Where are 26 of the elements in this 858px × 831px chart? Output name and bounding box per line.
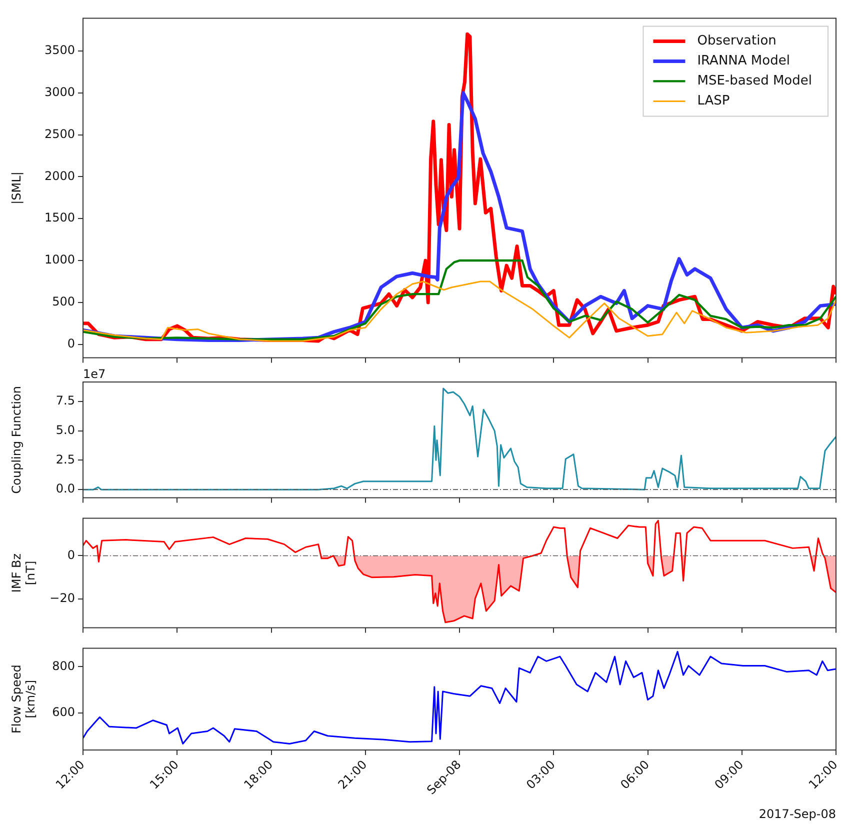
- legend-label: IRANNA Model: [697, 54, 790, 69]
- y-tick-label: −20: [50, 591, 75, 606]
- y-axis-title: Coupling Function: [9, 386, 24, 494]
- y-tick-label: 2000: [44, 168, 75, 183]
- legend-label: Observation: [697, 34, 776, 49]
- legend-label: MSE-based Model: [697, 74, 812, 89]
- y-tick-label: 2500: [44, 126, 75, 141]
- y-tick-label: 0: [67, 336, 75, 351]
- y-axis-title: Flow Speed [km/s]: [9, 664, 38, 734]
- y-axis-title: |SML|: [9, 172, 24, 204]
- y-tick-label: 2.5: [56, 452, 75, 466]
- text: 1e7: [83, 367, 106, 382]
- y-tick-label: 600: [52, 705, 75, 720]
- y-tick-label: 3500: [44, 43, 75, 58]
- y-tick-label: 800: [52, 658, 75, 673]
- y-tick-label: 7.5: [56, 394, 75, 408]
- y-tick-label: 0: [67, 548, 75, 562]
- y-tick-label: 500: [52, 294, 75, 309]
- y-tick-label: 3000: [44, 84, 75, 99]
- y-tick-label: 1500: [44, 210, 75, 225]
- text: 2017-Sep-08: [758, 807, 836, 822]
- y-tick-label: 5.0: [56, 422, 75, 437]
- legend-label: LASP: [697, 94, 730, 109]
- y-axis-title: IMF Bz [nT]: [9, 553, 38, 593]
- y-tick-label: 0.0: [56, 482, 75, 496]
- y-tick-label: 1000: [44, 252, 75, 267]
